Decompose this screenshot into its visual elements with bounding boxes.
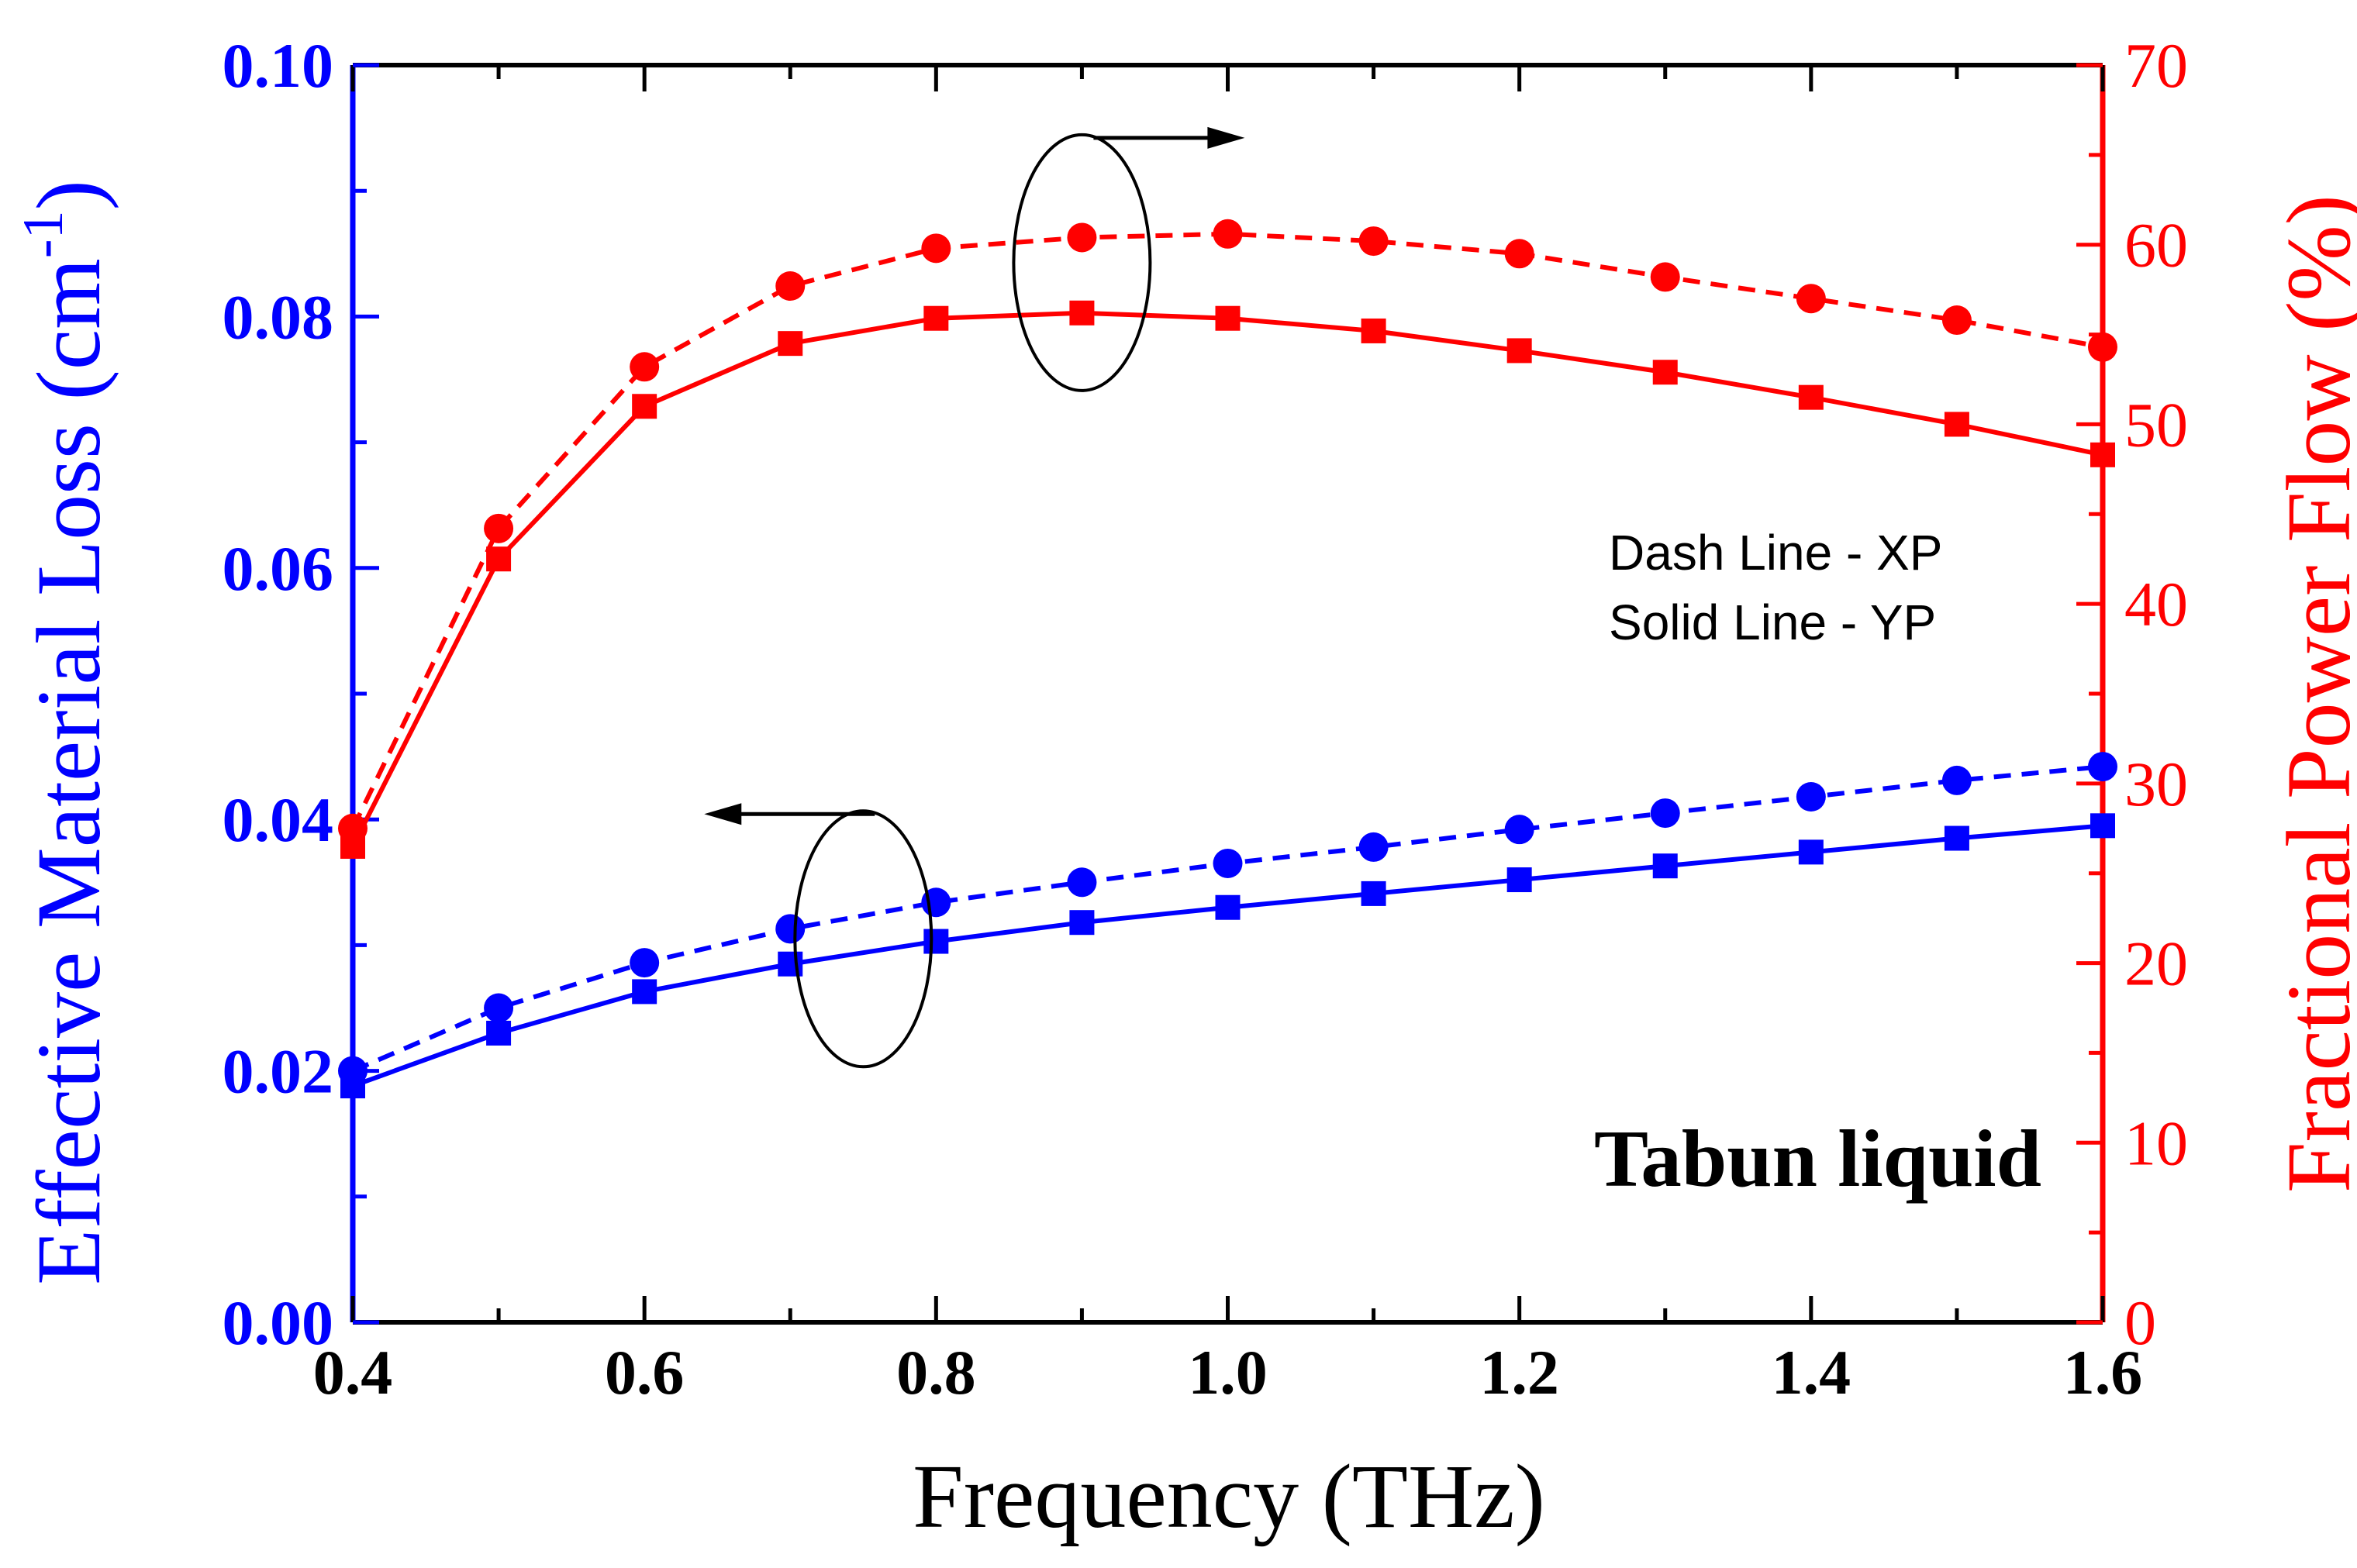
- series-3-point-12: [2090, 442, 2115, 467]
- callout-0: [1012, 126, 1245, 392]
- callouts-group: [704, 126, 1245, 1069]
- right-tick-label-2: 20: [2124, 929, 2188, 999]
- x-tick-label-2: 0.8: [896, 1337, 976, 1408]
- right-axis-label: Fractional Power Flow (%): [2268, 195, 2357, 1193]
- left-tick-label-1: 0.02: [223, 1036, 334, 1107]
- x-tick-label-0: 0.4: [313, 1337, 393, 1408]
- series-3-point-8: [1506, 338, 1532, 364]
- series-2: [338, 219, 2117, 843]
- left-axis-label-sup: -1: [12, 210, 75, 258]
- callout-arrowhead-0: [1207, 126, 1245, 149]
- x-tick-label-3: 1.0: [1188, 1337, 1268, 1408]
- series-0-point-3: [775, 914, 806, 944]
- series-0-point-7: [1358, 832, 1389, 862]
- x-tick-label-1: 0.6: [605, 1337, 685, 1408]
- series-1-point-3: [778, 951, 803, 977]
- left-tick-label-2: 0.04: [223, 784, 334, 855]
- x-axis-label: Frequency (THz): [913, 1446, 1545, 1547]
- series-2-point-6: [1213, 219, 1243, 249]
- series-3-point-11: [1944, 412, 1969, 437]
- series-3-point-9: [1652, 360, 1678, 385]
- series-1-point-5: [1069, 910, 1095, 936]
- left-axis-label-main: Effective Material Loss (cm: [18, 258, 119, 1285]
- series-2-point-7: [1358, 226, 1389, 257]
- series-1-point-7: [1361, 880, 1386, 906]
- legend-text-xp: Dash Line - XP: [1609, 525, 1942, 581]
- series-0-point-6: [1213, 848, 1243, 878]
- series-2-point-9: [1650, 262, 1680, 292]
- callout-1: [704, 803, 933, 1069]
- series-1-point-1: [486, 1020, 512, 1046]
- series-2-point-11: [1941, 305, 1972, 336]
- series-1-point-8: [1506, 867, 1532, 893]
- left-axis-label: Effective Material Loss (cm-1): [12, 180, 119, 1285]
- series-3-point-1: [486, 546, 512, 572]
- right-tick-label-4: 40: [2124, 569, 2188, 639]
- series-2-point-5: [1067, 222, 1097, 253]
- series-1-point-9: [1652, 853, 1678, 879]
- series-2-point-10: [1796, 284, 1826, 314]
- left-tick-label-3: 0.06: [223, 533, 334, 604]
- series-0-point-11: [1941, 765, 1972, 795]
- x-tick-label-4: 1.2: [1479, 1337, 1559, 1408]
- right-tick-label-0: 0: [2124, 1287, 2156, 1358]
- right-tick-label-5: 50: [2124, 389, 2188, 460]
- series-3-point-10: [1798, 384, 1824, 410]
- series-2-point-8: [1504, 239, 1534, 269]
- x-tick-label-5: 1.4: [1772, 1337, 1851, 1408]
- series-3-point-7: [1361, 318, 1386, 343]
- right-tick-label-1: 10: [2124, 1108, 2188, 1178]
- series-1-point-6: [1215, 894, 1241, 920]
- series-0-point-5: [1067, 867, 1097, 898]
- series-1: [340, 813, 2115, 1099]
- series-2-point-2: [630, 352, 660, 382]
- series-group: [338, 219, 2117, 1099]
- series-2-point-3: [775, 271, 806, 302]
- series-3-point-0: [340, 833, 365, 859]
- right-axis-ticks: 0 10 20 30 40 50 60 70: [2076, 30, 2188, 1358]
- right-tick-label-3: 30: [2124, 749, 2188, 819]
- series-3-point-3: [778, 331, 803, 357]
- series-1-point-2: [632, 979, 657, 1005]
- series-3: [340, 300, 2115, 859]
- series-1-point-4: [923, 929, 949, 954]
- series-0-point-9: [1650, 798, 1680, 829]
- series-3-point-2: [632, 394, 657, 419]
- left-axis-label-close: ): [18, 180, 119, 210]
- series-1-point-11: [1944, 825, 1969, 851]
- series-0-point-10: [1796, 782, 1826, 812]
- series-1-point-10: [1798, 839, 1824, 865]
- series-3-point-6: [1215, 305, 1241, 331]
- right-tick-label-7: 70: [2124, 30, 2188, 101]
- annotation-text: Tabun liquid: [1594, 1113, 2041, 1204]
- left-tick-label-5: 0.10: [223, 30, 334, 101]
- left-axis-ticks: 0.00 0.02 0.04 0.06 0.08 0.10: [223, 30, 379, 1358]
- legend-text-yp: Solid Line - YP: [1609, 594, 1936, 650]
- series-0-point-1: [484, 993, 514, 1023]
- series-2-point-12: [2088, 332, 2117, 362]
- series-3-point-5: [1069, 300, 1095, 326]
- callout-arrowhead-1: [704, 803, 742, 825]
- right-tick-label-6: 60: [2124, 210, 2188, 281]
- series-0-point-12: [2088, 752, 2117, 782]
- callout-ellipse-0: [1012, 133, 1152, 392]
- series-0-point-8: [1504, 815, 1534, 845]
- x-axis-ticks: 0.4 0.6 0.8 1.0 1.2 1.4 1.6: [313, 65, 2143, 1408]
- left-tick-label-0: 0.00: [223, 1287, 334, 1358]
- x-tick-label-6: 1.6: [2063, 1337, 2143, 1408]
- callout-ellipse-1: [793, 809, 933, 1069]
- series-1-point-12: [2090, 813, 2115, 839]
- series-2-point-1: [484, 513, 514, 543]
- series-3-point-4: [923, 305, 949, 331]
- series-1-point-0: [340, 1073, 365, 1099]
- series-2-point-4: [921, 233, 951, 264]
- series-0-point-2: [630, 948, 660, 978]
- left-tick-label-4: 0.08: [223, 281, 334, 352]
